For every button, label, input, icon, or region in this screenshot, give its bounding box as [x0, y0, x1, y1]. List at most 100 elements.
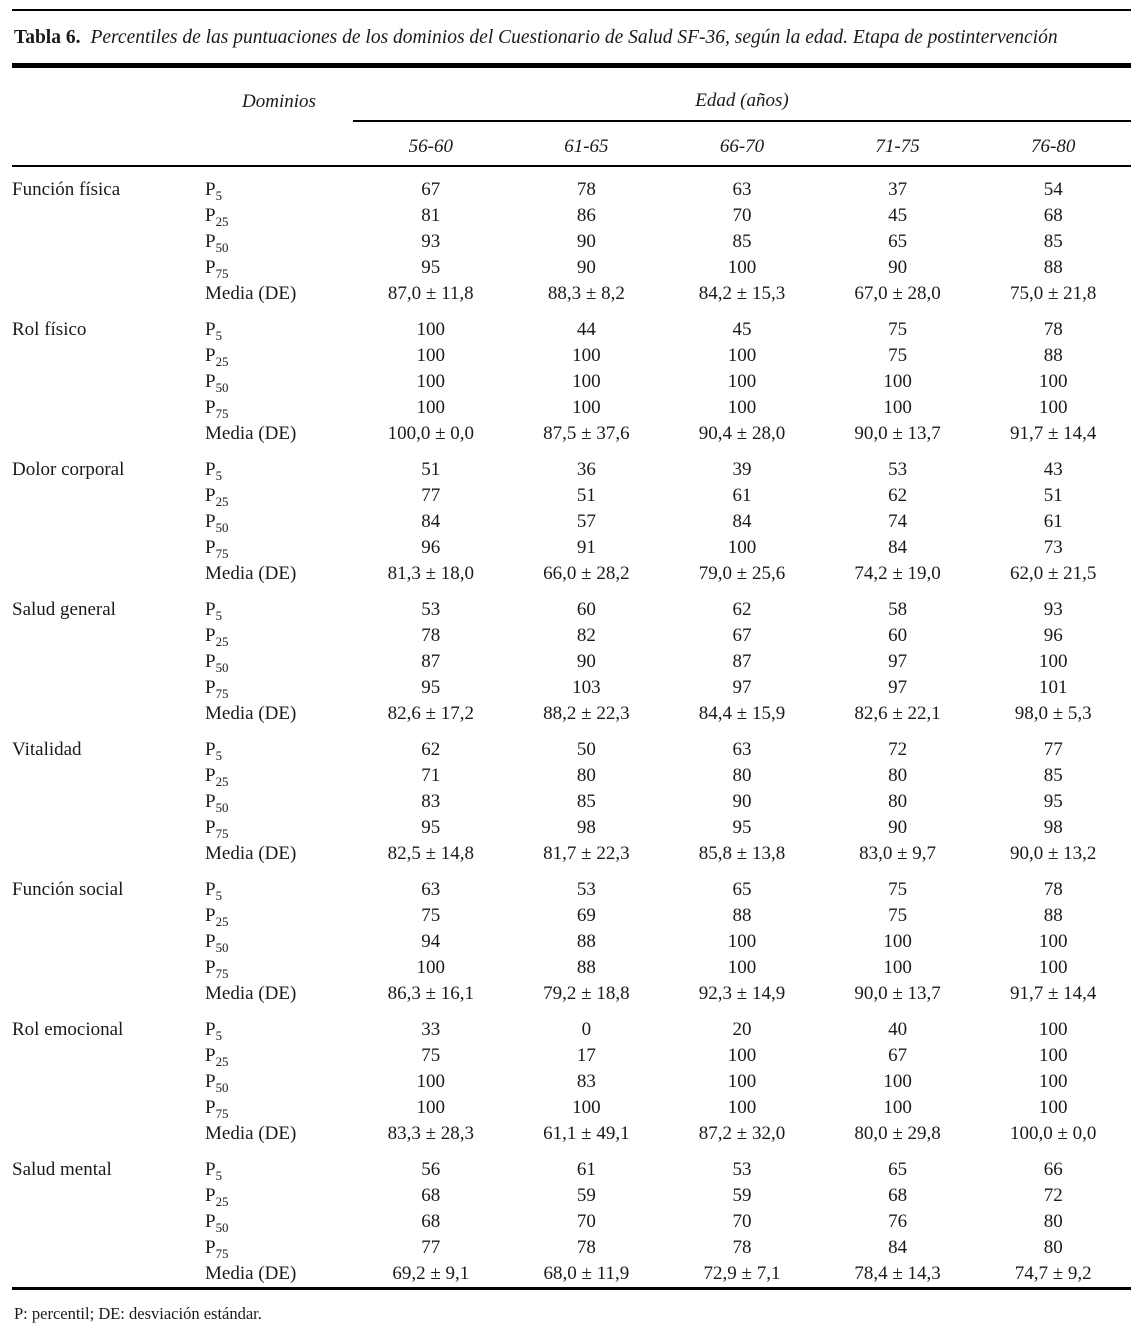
stat-label-cell: P25	[205, 905, 229, 930]
table-row: P75 77 78 78 84 80	[12, 1235, 1131, 1261]
domain-name-cell	[12, 903, 205, 929]
value-cell: 101	[1038, 677, 1068, 699]
table-row: Media (DE) 83,3 ± 28,3 61,1 ± 49,1 87,2 ± 3…	[12, 1121, 1131, 1147]
value-cell: 98	[576, 817, 596, 839]
stat-label-cell: P75	[205, 1237, 229, 1262]
value-cell: 100	[572, 345, 601, 367]
domain-name-cell	[12, 395, 205, 421]
value-cell: 84	[421, 511, 441, 533]
value-cell: 53	[421, 599, 441, 621]
value-cell: 53	[732, 1159, 752, 1181]
value-cell: 69,2 ± 9,1	[392, 1263, 470, 1285]
value-cell: 92,3 ± 14,9	[698, 983, 786, 1005]
stat-label-cell: P50	[205, 1071, 229, 1096]
value-cell: 74,2 ± 19,0	[854, 563, 941, 585]
value-cell: 100	[416, 345, 446, 367]
value-cell: 100	[1038, 371, 1068, 393]
value-cell: 75	[421, 905, 441, 927]
value-cell: 61	[576, 1159, 596, 1181]
table-row: P75 95 98 95 90 98	[12, 815, 1131, 841]
table-row: P25 81 86 70 45 68	[12, 203, 1131, 229]
value-cell: 94	[421, 931, 441, 953]
domain-name-cell	[12, 369, 205, 395]
value-cell: 82,5 ± 14,8	[387, 843, 475, 865]
domain-name-cell	[12, 421, 205, 447]
value-cell: 93	[421, 231, 441, 253]
table-row: P50 68 70 70 76 80	[12, 1209, 1131, 1235]
domain-name-cell	[12, 929, 205, 955]
value-cell: 91,7 ± 14,4	[1009, 983, 1097, 1005]
value-cell: 45	[732, 319, 752, 341]
domain-name-cell	[12, 981, 205, 1007]
value-cell: 100	[727, 1097, 757, 1119]
value-cell: 100	[572, 1097, 601, 1119]
value-cell: 80	[888, 791, 908, 813]
domain-name-cell	[12, 1183, 205, 1209]
value-cell: 85,8 ± 13,8	[698, 843, 786, 865]
value-cell: 90	[888, 817, 908, 839]
domain-name-cell	[12, 789, 205, 815]
table-head: Dominios Edad (años) 56-60 61-65 66-70 7…	[12, 68, 1131, 168]
value-cell: 50	[576, 739, 596, 761]
value-cell: 60	[576, 599, 596, 621]
value-cell: 68	[888, 1185, 908, 1207]
value-cell: 100	[1038, 1071, 1068, 1093]
top-divider	[12, 9, 1131, 11]
value-cell: 80	[1043, 1237, 1063, 1259]
table-title: Percentiles de las puntuaciones de los d…	[90, 27, 1058, 48]
table-row: P50 83 85 90 80 95	[12, 789, 1131, 815]
value-cell: 75	[888, 879, 908, 901]
domain-name-cell	[12, 815, 205, 841]
value-cell: 44	[576, 319, 596, 341]
value-cell: 75,0 ± 21,8	[1009, 283, 1097, 305]
value-cell: 97	[888, 677, 908, 699]
value-cell: 84,4 ± 15,9	[698, 703, 786, 725]
value-cell: 75	[421, 1045, 441, 1067]
value-cell: 72	[1043, 1185, 1063, 1207]
stat-label-cell: P50	[205, 651, 229, 676]
table-row: P25 68 59 59 68 72	[12, 1183, 1131, 1209]
value-cell: 43	[1043, 459, 1063, 481]
stat-label-cell: P25	[205, 765, 229, 790]
value-cell: 63	[732, 179, 752, 201]
value-cell: 83	[421, 791, 441, 813]
table-row: P25 77 51 61 62 51	[12, 483, 1131, 509]
value-cell: 100	[416, 371, 446, 393]
value-cell: 90,0 ± 13,7	[854, 983, 941, 1005]
stat-label-cell: P25	[205, 1185, 229, 1210]
value-cell: 71	[421, 765, 441, 787]
value-cell: 67	[421, 179, 441, 201]
value-cell: 77	[421, 485, 441, 507]
value-cell: 81	[421, 205, 441, 227]
column-group-row: Dominios Edad (años)	[12, 68, 1131, 123]
value-cell: 62,0 ± 21,5	[1009, 563, 1097, 585]
value-cell: 51	[421, 459, 441, 481]
value-cell: 78	[576, 179, 596, 201]
value-cell: 17	[576, 1045, 596, 1067]
value-cell: 85	[732, 231, 752, 253]
table-row: Rol físico P5 100 44 45 75 78	[12, 307, 1131, 343]
value-cell: 62	[888, 485, 908, 507]
value-cell: 57	[576, 511, 596, 533]
value-cell: 80	[576, 765, 596, 787]
value-cell: 80	[1043, 1211, 1063, 1233]
table-row: P50 94 88 100 100 100	[12, 929, 1131, 955]
stat-label-cell: Media (DE)	[205, 703, 297, 725]
value-cell: 39	[732, 459, 752, 481]
stat-label-cell: Media (DE)	[205, 563, 297, 585]
value-cell: 100	[727, 345, 757, 367]
domain-name-cell: Función social	[12, 879, 124, 901]
table-row: Media (DE) 100,0 ± 0,0 87,5 ± 37,6 90,4 ± 2…	[12, 421, 1131, 447]
value-cell: 88	[1043, 905, 1063, 927]
value-cell: 78	[1043, 879, 1063, 901]
empty-header-cell	[12, 68, 205, 121]
value-cell: 83,0 ± 9,7	[859, 843, 937, 865]
value-cell: 88	[576, 957, 596, 979]
domain-name-cell: Vitalidad	[12, 739, 82, 761]
value-cell: 60	[888, 625, 908, 647]
value-cell: 100	[883, 957, 912, 979]
age-column-header: 66-70	[664, 121, 820, 168]
stat-label-cell: P50	[205, 371, 229, 396]
domain-name-cell	[12, 1209, 205, 1235]
value-cell: 40	[888, 1019, 908, 1041]
